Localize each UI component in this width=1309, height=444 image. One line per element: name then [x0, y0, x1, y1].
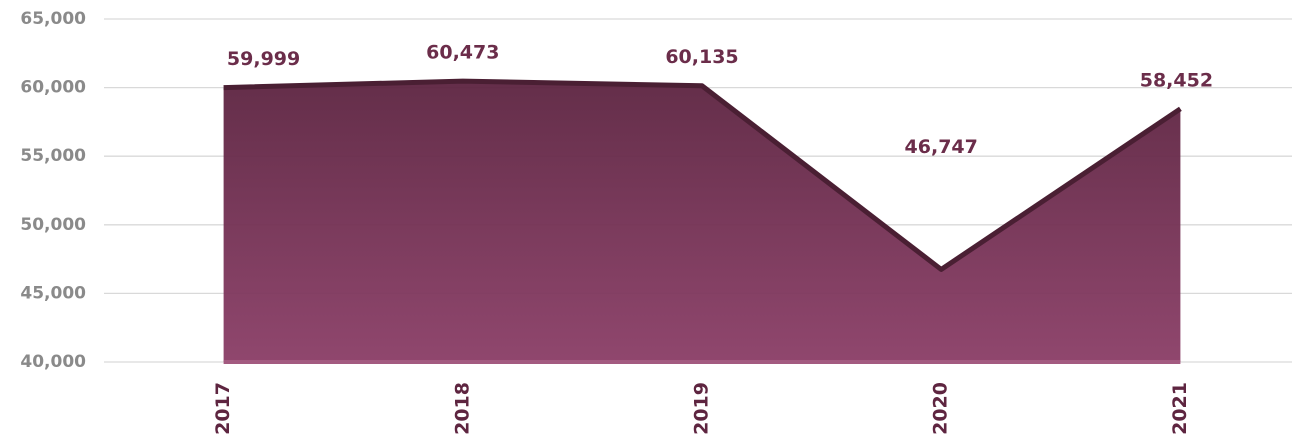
x-tick-label: 2017: [212, 382, 234, 435]
y-tick-label: 65,000: [20, 9, 86, 29]
y-tick-label: 40,000: [20, 352, 86, 372]
value-label: 59,999: [227, 48, 300, 70]
area: [224, 81, 1181, 362]
x-tick-label: 2019: [691, 382, 713, 435]
y-tick-label: 55,000: [20, 146, 86, 166]
value-label: 58,452: [1140, 69, 1213, 91]
y-tick-label: 45,000: [20, 283, 86, 303]
y-tick-label: 50,000: [20, 215, 86, 235]
chart: 40,000 45,000 50,000 55,000 60,000 65,000 59,9…: [0, 0, 1309, 444]
value-label: 60,135: [665, 46, 738, 68]
x-tick-label: 2018: [451, 382, 473, 435]
y-tick-label: 60,000: [20, 78, 86, 98]
x-tick-label: 2020: [930, 382, 952, 435]
value-label: 46,747: [905, 136, 978, 158]
value-label: 60,473: [426, 42, 499, 64]
x-tick-label: 2021: [1169, 382, 1191, 435]
